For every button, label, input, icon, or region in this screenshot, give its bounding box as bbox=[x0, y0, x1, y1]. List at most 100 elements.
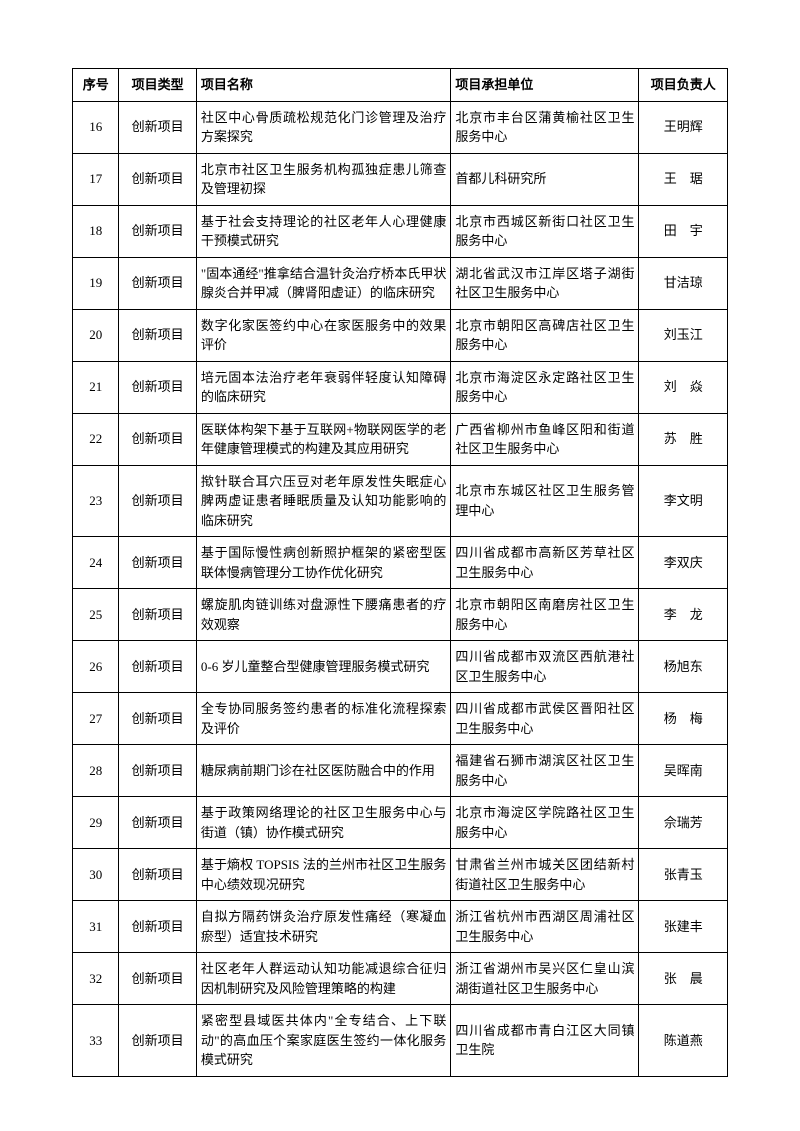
table-row: 31创新项目自拟方隔药饼灸治疗原发性痛经（寒凝血瘀型）适宜技术研究浙江省杭州市西… bbox=[73, 901, 728, 953]
table-row: 27创新项目全专协同服务签约患者的标准化流程探索及评价四川省成都市武侯区晋阳社区… bbox=[73, 693, 728, 745]
cell-person: 甘洁琼 bbox=[639, 257, 728, 309]
cell-person: 苏 胜 bbox=[639, 413, 728, 465]
cell-seq: 18 bbox=[73, 205, 119, 257]
cell-org: 北京市海淀区学院路社区卫生服务中心 bbox=[451, 797, 639, 849]
header-org: 项目承担单位 bbox=[451, 69, 639, 102]
cell-type: 创新项目 bbox=[119, 465, 196, 537]
table-row: 19创新项目"固本通经"推拿结合温针灸治疗桥本氏甲状腺炎合并甲减（脾肾阳虚证）的… bbox=[73, 257, 728, 309]
header-type: 项目类型 bbox=[119, 69, 196, 102]
cell-seq: 19 bbox=[73, 257, 119, 309]
cell-name: 紧密型县域医共体内"全专结合、上下联动"的高血压个案家庭医生签约一体化服务模式研… bbox=[196, 1005, 450, 1077]
cell-person: 吴晖南 bbox=[639, 745, 728, 797]
table-row: 29创新项目基于政策网络理论的社区卫生服务中心与街道（镇）协作模式研究北京市海淀… bbox=[73, 797, 728, 849]
cell-person: 张建丰 bbox=[639, 901, 728, 953]
cell-person: 李双庆 bbox=[639, 537, 728, 589]
cell-org: 浙江省湖州市吴兴区仁皇山滨湖街道社区卫生服务中心 bbox=[451, 953, 639, 1005]
table-row: 17创新项目北京市社区卫生服务机构孤独症患儿筛查及管理初探首都儿科研究所王 琚 bbox=[73, 153, 728, 205]
cell-name: 社区中心骨质疏松规范化门诊管理及治疗方案探究 bbox=[196, 101, 450, 153]
cell-person: 王 琚 bbox=[639, 153, 728, 205]
cell-org: 广西省柳州市鱼峰区阳和街道社区卫生服务中心 bbox=[451, 413, 639, 465]
table-row: 20创新项目数字化家医签约中心在家医服务中的效果评价北京市朝阳区高碑店社区卫生服… bbox=[73, 309, 728, 361]
cell-seq: 20 bbox=[73, 309, 119, 361]
projects-table: 序号 项目类型 项目名称 项目承担单位 项目负责人 16创新项目社区中心骨质疏松… bbox=[72, 68, 728, 1077]
cell-org: 首都儿科研究所 bbox=[451, 153, 639, 205]
cell-seq: 24 bbox=[73, 537, 119, 589]
cell-type: 创新项目 bbox=[119, 849, 196, 901]
cell-type: 创新项目 bbox=[119, 309, 196, 361]
cell-name: 社区老年人群运动认知功能减退综合征归因机制研究及风险管理策略的构建 bbox=[196, 953, 450, 1005]
cell-name: 基于社会支持理论的社区老年人心理健康干预模式研究 bbox=[196, 205, 450, 257]
cell-name: 北京市社区卫生服务机构孤独症患儿筛查及管理初探 bbox=[196, 153, 450, 205]
table-row: 30创新项目基于熵权 TOPSIS 法的兰州市社区卫生服务中心绩效现况研究甘肃省… bbox=[73, 849, 728, 901]
cell-seq: 30 bbox=[73, 849, 119, 901]
cell-person: 刘 焱 bbox=[639, 361, 728, 413]
cell-org: 福建省石狮市湖滨区社区卫生服务中心 bbox=[451, 745, 639, 797]
cell-person: 李文明 bbox=[639, 465, 728, 537]
table-row: 28创新项目糖尿病前期门诊在社区医防融合中的作用福建省石狮市湖滨区社区卫生服务中… bbox=[73, 745, 728, 797]
table-row: 25创新项目螺旋肌肉链训练对盘源性下腰痛患者的疗效观察北京市朝阳区南磨房社区卫生… bbox=[73, 589, 728, 641]
table-row: 22创新项目医联体构架下基于互联网+物联网医学的老年健康管理模式的构建及其应用研… bbox=[73, 413, 728, 465]
cell-org: 浙江省杭州市西湖区周浦社区卫生服务中心 bbox=[451, 901, 639, 953]
cell-person: 杨旭东 bbox=[639, 641, 728, 693]
cell-type: 创新项目 bbox=[119, 153, 196, 205]
cell-name: 螺旋肌肉链训练对盘源性下腰痛患者的疗效观察 bbox=[196, 589, 450, 641]
cell-person: 陈道燕 bbox=[639, 1005, 728, 1077]
cell-name: 揿针联合耳穴压豆对老年原发性失眠症心脾两虚证患者睡眠质量及认知功能影响的临床研究 bbox=[196, 465, 450, 537]
cell-org: 四川省成都市高新区芳草社区卫生服务中心 bbox=[451, 537, 639, 589]
cell-person: 张青玉 bbox=[639, 849, 728, 901]
cell-type: 创新项目 bbox=[119, 361, 196, 413]
cell-name: 全专协同服务签约患者的标准化流程探索及评价 bbox=[196, 693, 450, 745]
cell-org: 北京市丰台区蒲黄榆社区卫生服务中心 bbox=[451, 101, 639, 153]
header-name: 项目名称 bbox=[196, 69, 450, 102]
table-header-row: 序号 项目类型 项目名称 项目承担单位 项目负责人 bbox=[73, 69, 728, 102]
cell-name: 基于政策网络理论的社区卫生服务中心与街道（镇）协作模式研究 bbox=[196, 797, 450, 849]
table-row: 33创新项目紧密型县域医共体内"全专结合、上下联动"的高血压个案家庭医生签约一体… bbox=[73, 1005, 728, 1077]
cell-org: 北京市朝阳区高碑店社区卫生服务中心 bbox=[451, 309, 639, 361]
cell-person: 王明辉 bbox=[639, 101, 728, 153]
cell-name: 培元固本法治疗老年衰弱伴轻度认知障碍的临床研究 bbox=[196, 361, 450, 413]
cell-seq: 26 bbox=[73, 641, 119, 693]
table-row: 21创新项目培元固本法治疗老年衰弱伴轻度认知障碍的临床研究北京市海淀区永定路社区… bbox=[73, 361, 728, 413]
table-row: 16创新项目社区中心骨质疏松规范化门诊管理及治疗方案探究北京市丰台区蒲黄榆社区卫… bbox=[73, 101, 728, 153]
table-body: 16创新项目社区中心骨质疏松规范化门诊管理及治疗方案探究北京市丰台区蒲黄榆社区卫… bbox=[73, 101, 728, 1076]
table-row: 32创新项目社区老年人群运动认知功能减退综合征归因机制研究及风险管理策略的构建浙… bbox=[73, 953, 728, 1005]
cell-org: 湖北省武汉市江岸区塔子湖街社区卫生服务中心 bbox=[451, 257, 639, 309]
cell-org: 甘肃省兰州市城关区团结新村街道社区卫生服务中心 bbox=[451, 849, 639, 901]
cell-org: 北京市朝阳区南磨房社区卫生服务中心 bbox=[451, 589, 639, 641]
cell-person: 田 宇 bbox=[639, 205, 728, 257]
cell-type: 创新项目 bbox=[119, 257, 196, 309]
cell-org: 四川省成都市青白江区大同镇卫生院 bbox=[451, 1005, 639, 1077]
cell-type: 创新项目 bbox=[119, 537, 196, 589]
cell-seq: 16 bbox=[73, 101, 119, 153]
cell-type: 创新项目 bbox=[119, 101, 196, 153]
cell-seq: 31 bbox=[73, 901, 119, 953]
cell-name: 糖尿病前期门诊在社区医防融合中的作用 bbox=[196, 745, 450, 797]
table-row: 18创新项目基于社会支持理论的社区老年人心理健康干预模式研究北京市西城区新街口社… bbox=[73, 205, 728, 257]
cell-seq: 17 bbox=[73, 153, 119, 205]
cell-person: 佘瑞芳 bbox=[639, 797, 728, 849]
cell-seq: 27 bbox=[73, 693, 119, 745]
cell-name: 数字化家医签约中心在家医服务中的效果评价 bbox=[196, 309, 450, 361]
cell-name: 医联体构架下基于互联网+物联网医学的老年健康管理模式的构建及其应用研究 bbox=[196, 413, 450, 465]
table-row: 26创新项目0-6 岁儿童整合型健康管理服务模式研究四川省成都市双流区西航港社区… bbox=[73, 641, 728, 693]
cell-type: 创新项目 bbox=[119, 413, 196, 465]
cell-org: 北京市海淀区永定路社区卫生服务中心 bbox=[451, 361, 639, 413]
cell-person: 刘玉江 bbox=[639, 309, 728, 361]
cell-type: 创新项目 bbox=[119, 745, 196, 797]
table-row: 23创新项目揿针联合耳穴压豆对老年原发性失眠症心脾两虚证患者睡眠质量及认知功能影… bbox=[73, 465, 728, 537]
cell-org: 四川省成都市双流区西航港社区卫生服务中心 bbox=[451, 641, 639, 693]
cell-seq: 22 bbox=[73, 413, 119, 465]
cell-seq: 23 bbox=[73, 465, 119, 537]
cell-seq: 33 bbox=[73, 1005, 119, 1077]
header-person: 项目负责人 bbox=[639, 69, 728, 102]
table-row: 24创新项目基于国际慢性病创新照护框架的紧密型医联体慢病管理分工协作优化研究四川… bbox=[73, 537, 728, 589]
cell-org: 四川省成都市武侯区晋阳社区卫生服务中心 bbox=[451, 693, 639, 745]
cell-seq: 21 bbox=[73, 361, 119, 413]
cell-seq: 28 bbox=[73, 745, 119, 797]
header-seq: 序号 bbox=[73, 69, 119, 102]
cell-person: 李 龙 bbox=[639, 589, 728, 641]
cell-type: 创新项目 bbox=[119, 1005, 196, 1077]
cell-seq: 25 bbox=[73, 589, 119, 641]
cell-org: 北京市东城区社区卫生服务管理中心 bbox=[451, 465, 639, 537]
cell-name: 基于国际慢性病创新照护框架的紧密型医联体慢病管理分工协作优化研究 bbox=[196, 537, 450, 589]
